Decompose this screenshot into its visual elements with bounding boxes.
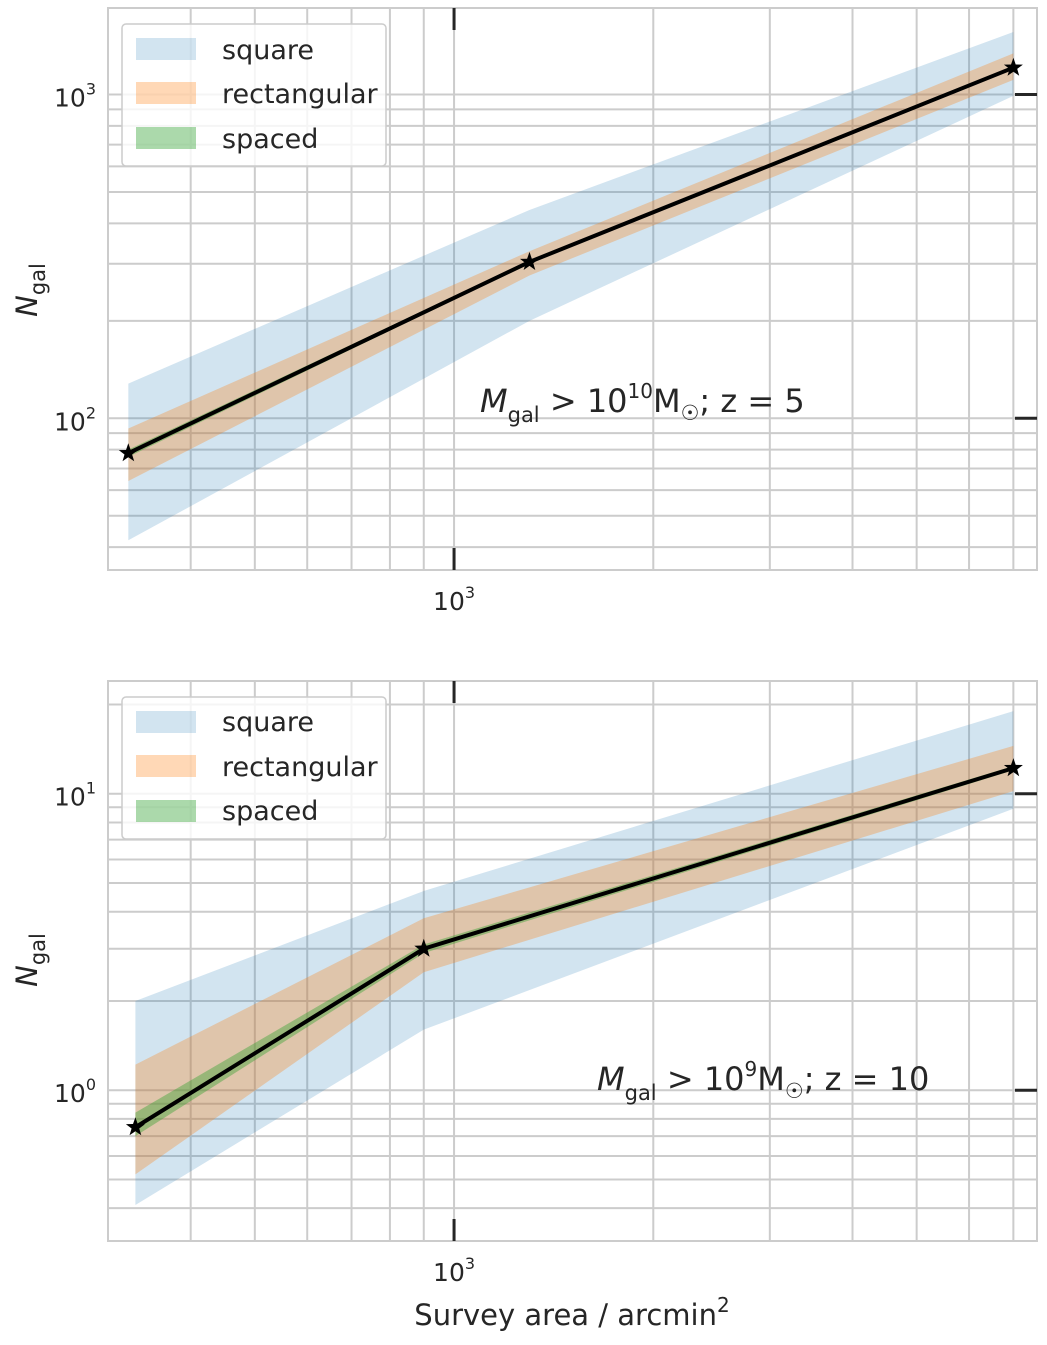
star-marker [414, 938, 434, 957]
y-tick-label: 100 [54, 1075, 96, 1108]
legend-label-rectangular: rectangular [222, 79, 379, 110]
legend-bottom: square rectangular spaced [121, 696, 387, 840]
annotation-top: Mgal > 1010M☉; z = 5 [480, 379, 805, 427]
x-tick-label: 103 [433, 583, 475, 616]
y-tick-label: 101 [54, 779, 96, 812]
legend-label-square: square [222, 35, 314, 66]
y-tick-label: 102 [54, 403, 96, 436]
x-axis-label: Survey area / arcmin2 [414, 1293, 729, 1332]
y-tick-label: 103 [54, 80, 96, 113]
line-bottom [125, 758, 1023, 1136]
star-marker [520, 251, 539, 270]
annotation-bottom: Mgal > 109M☉; z = 10 [597, 1057, 929, 1105]
legend-label-spaced: spaced [222, 796, 318, 827]
star-marker [1003, 758, 1023, 777]
legend-frame-bottom [121, 696, 387, 840]
star-marker [118, 443, 138, 462]
legend-swatch-square [136, 38, 196, 60]
ticks-top: 103 102 103 [54, 8, 1037, 616]
band-square [128, 31, 1014, 541]
panel-bottom: 103 100 101 square rectangular spaced Mgal… [10, 680, 1038, 1332]
star-marker [1003, 57, 1023, 76]
legend-top: square rectangular spaced [121, 23, 387, 167]
legend-swatch-spaced [136, 127, 196, 149]
line-top [118, 57, 1023, 462]
bands-top [128, 31, 1014, 541]
y-axis-label-top: Ngal [10, 263, 50, 317]
grid-bottom [107, 681, 1037, 1241]
panel-top: 103 102 103 square rectangular spaced Mgal… [10, 7, 1038, 616]
legend-frame-top [121, 23, 387, 167]
band-rectangular [128, 53, 1014, 482]
star-marker [125, 1117, 145, 1136]
legend-swatch-square [136, 711, 196, 733]
ticks-bottom: 103 100 101 [54, 681, 1037, 1287]
legend-swatch-spaced [136, 800, 196, 822]
x-tick-label: 103 [433, 1254, 475, 1287]
legend-label-rectangular: rectangular [222, 752, 379, 783]
legend-swatch-rectangular [136, 82, 196, 104]
legend-swatch-rectangular [136, 755, 196, 777]
y-axis-label-bottom: Ngal [10, 933, 50, 987]
legend-label-spaced: spaced [222, 124, 318, 155]
band-rectangular [135, 745, 1014, 1175]
legend-label-square: square [222, 707, 314, 738]
